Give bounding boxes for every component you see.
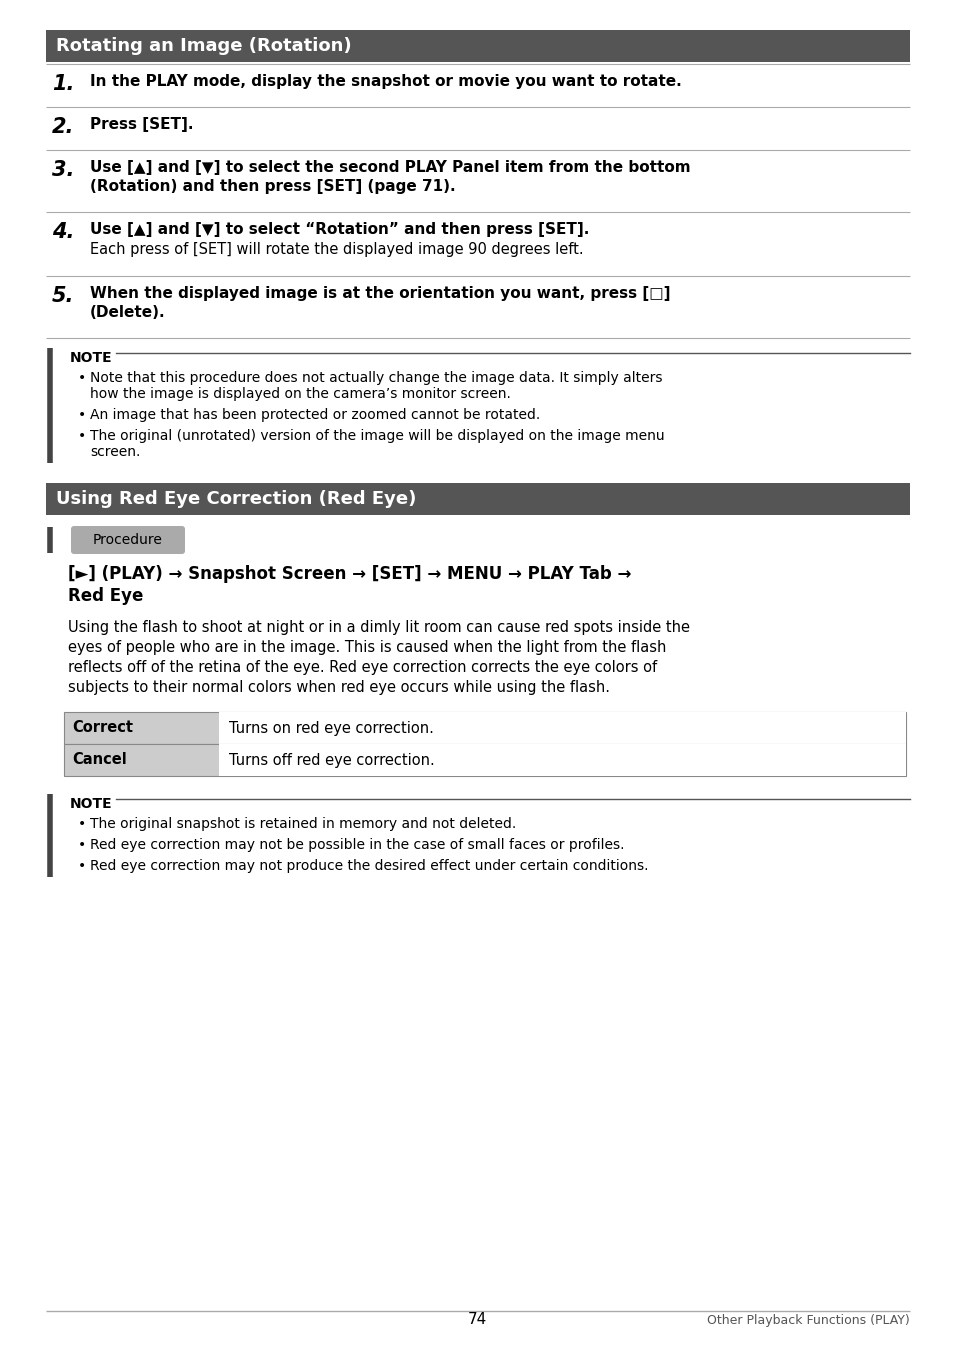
Text: 3.: 3. (52, 160, 74, 180)
Text: •: • (78, 817, 86, 830)
Text: Red Eye: Red Eye (68, 588, 143, 605)
Text: Note that this procedure does not actually change the image data. It simply alte: Note that this procedure does not actual… (90, 370, 661, 385)
Text: 74: 74 (467, 1312, 486, 1327)
Text: Each press of [SET] will rotate the displayed image 90 degrees left.: Each press of [SET] will rotate the disp… (90, 242, 583, 256)
Text: NOTE: NOTE (70, 797, 112, 811)
Bar (64, 744, 905, 776)
Text: •: • (78, 370, 86, 385)
Text: 2.: 2. (52, 117, 74, 137)
Text: The original snapshot is retained in memory and not deleted.: The original snapshot is retained in mem… (90, 817, 516, 830)
Text: Rotating an Image (Rotation): Rotating an Image (Rotation) (56, 37, 352, 56)
Text: •: • (78, 859, 86, 873)
Text: Using Red Eye Correction (Red Eye): Using Red Eye Correction (Red Eye) (56, 490, 416, 508)
Text: Turns off red eye correction.: Turns off red eye correction. (229, 753, 435, 768)
Text: The original (unrotated) version of the image will be displayed on the image men: The original (unrotated) version of the … (90, 429, 664, 442)
Text: (Rotation) and then press [SET] (page 71).: (Rotation) and then press [SET] (page 71… (90, 179, 456, 194)
Text: (Delete).: (Delete). (90, 305, 166, 320)
Bar (46, 483, 909, 516)
Text: NOTE: NOTE (70, 351, 112, 365)
Text: Red eye correction may not be possible in the case of small faces or profiles.: Red eye correction may not be possible i… (90, 839, 624, 852)
Text: •: • (78, 429, 86, 442)
Text: Press [SET].: Press [SET]. (90, 117, 193, 132)
Bar (219, 745, 904, 776)
FancyBboxPatch shape (71, 527, 185, 554)
Text: Cancel: Cancel (71, 753, 127, 768)
Text: 1.: 1. (52, 75, 74, 94)
Text: Procedure: Procedure (93, 533, 163, 547)
Text: how the image is displayed on the camera’s monitor screen.: how the image is displayed on the camera… (90, 387, 511, 402)
Text: reflects off of the retina of the eye. Red eye correction corrects the eye color: reflects off of the retina of the eye. R… (68, 660, 657, 674)
Text: Turns on red eye correction.: Turns on red eye correction. (229, 721, 434, 735)
Text: Correct: Correct (71, 721, 132, 735)
Text: subjects to their normal colors when red eye occurs while using the flash.: subjects to their normal colors when red… (68, 680, 609, 695)
Text: Red eye correction may not produce the desired effect under certain conditions.: Red eye correction may not produce the d… (90, 859, 648, 873)
Text: eyes of people who are in the image. This is caused when the light from the flas: eyes of people who are in the image. Thi… (68, 641, 666, 655)
Text: In the PLAY mode, display the snapshot or movie you want to rotate.: In the PLAY mode, display the snapshot o… (90, 75, 681, 90)
Text: 5.: 5. (52, 286, 74, 305)
Text: Use [▲] and [▼] to select the second PLAY Panel item from the bottom: Use [▲] and [▼] to select the second PLA… (90, 160, 690, 175)
Bar (46, 30, 909, 62)
Bar (219, 712, 904, 744)
Text: screen.: screen. (90, 445, 140, 459)
Text: [►] (PLAY) → Snapshot Screen → [SET] → MENU → PLAY Tab →: [►] (PLAY) → Snapshot Screen → [SET] → M… (68, 565, 631, 584)
Bar (64, 712, 905, 744)
Text: •: • (78, 839, 86, 852)
Text: Other Playback Functions (PLAY): Other Playback Functions (PLAY) (706, 1314, 909, 1327)
Text: 4.: 4. (52, 223, 74, 242)
Text: Use [▲] and [▼] to select “Rotation” and then press [SET].: Use [▲] and [▼] to select “Rotation” and… (90, 223, 589, 237)
Text: •: • (78, 408, 86, 422)
Text: An image that has been protected or zoomed cannot be rotated.: An image that has been protected or zoom… (90, 408, 539, 422)
Text: Using the flash to shoot at night or in a dimly lit room can cause red spots ins: Using the flash to shoot at night or in … (68, 620, 689, 635)
Text: When the displayed image is at the orientation you want, press [□]: When the displayed image is at the orien… (90, 286, 670, 301)
